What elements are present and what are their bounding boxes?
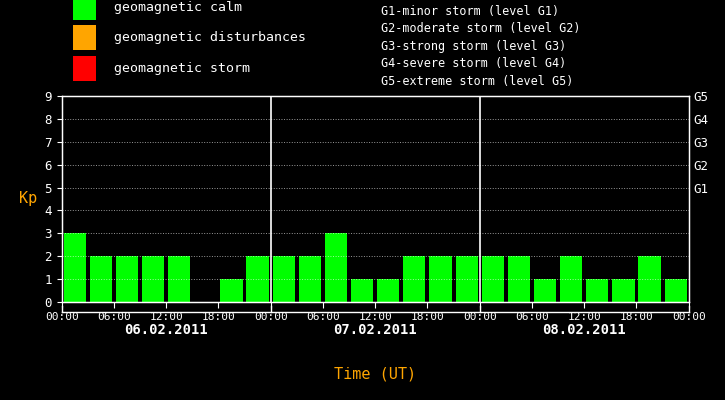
- Text: geomagnetic calm: geomagnetic calm: [114, 1, 242, 14]
- Bar: [481, 256, 504, 302]
- Text: geomagnetic storm: geomagnetic storm: [114, 62, 250, 75]
- Bar: [299, 256, 321, 302]
- Bar: [587, 279, 608, 302]
- Text: Time (UT): Time (UT): [334, 366, 416, 382]
- Bar: [142, 256, 164, 302]
- Bar: [665, 279, 687, 302]
- Text: G2-moderate storm (level G2): G2-moderate storm (level G2): [381, 22, 580, 35]
- Bar: [116, 256, 138, 302]
- Text: G3-strong storm (level G3): G3-strong storm (level G3): [381, 40, 566, 53]
- Text: G5-extreme storm (level G5): G5-extreme storm (level G5): [381, 75, 573, 88]
- Text: 07.02.2011: 07.02.2011: [334, 324, 417, 338]
- Bar: [247, 256, 269, 302]
- Text: 08.02.2011: 08.02.2011: [542, 324, 626, 338]
- Text: geomagnetic disturbances: geomagnetic disturbances: [114, 31, 306, 44]
- Bar: [429, 256, 452, 302]
- Bar: [168, 256, 191, 302]
- Bar: [325, 233, 347, 302]
- Text: G4-severe storm (level G4): G4-severe storm (level G4): [381, 57, 566, 70]
- Bar: [639, 256, 660, 302]
- Bar: [403, 256, 426, 302]
- Bar: [351, 279, 373, 302]
- Bar: [613, 279, 634, 302]
- Bar: [273, 256, 295, 302]
- Bar: [220, 279, 243, 302]
- FancyBboxPatch shape: [72, 0, 96, 20]
- Bar: [64, 233, 86, 302]
- Bar: [377, 279, 399, 302]
- Bar: [507, 256, 530, 302]
- Bar: [90, 256, 112, 302]
- FancyBboxPatch shape: [72, 56, 96, 81]
- Text: 06.02.2011: 06.02.2011: [124, 324, 208, 338]
- FancyBboxPatch shape: [72, 25, 96, 50]
- Bar: [455, 256, 478, 302]
- Y-axis label: Kp: Kp: [19, 192, 37, 206]
- Bar: [534, 279, 556, 302]
- Bar: [560, 256, 582, 302]
- Text: G1-minor storm (level G1): G1-minor storm (level G1): [381, 4, 559, 18]
